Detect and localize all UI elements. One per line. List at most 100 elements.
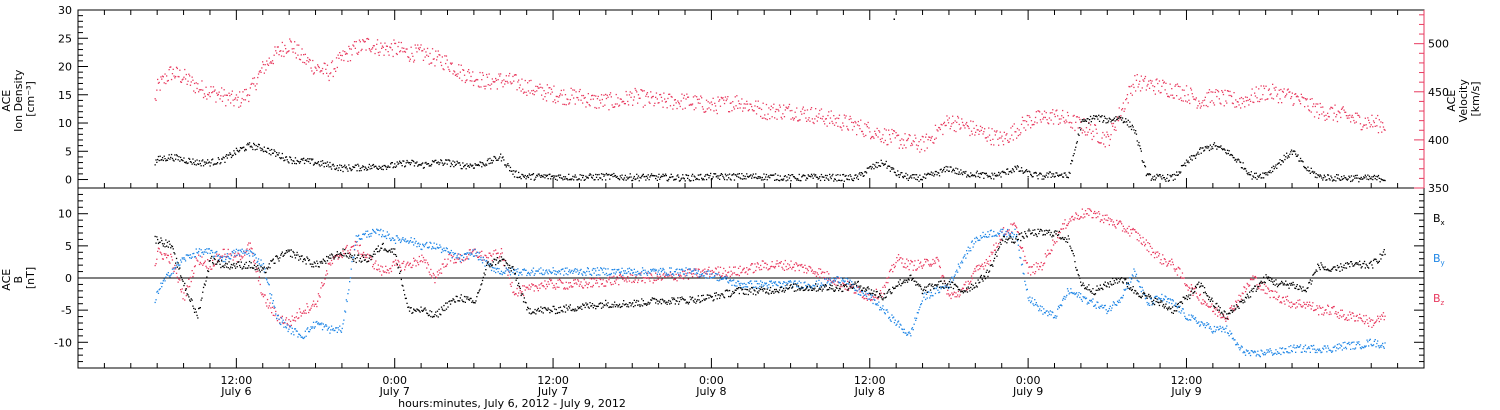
bz-point [901, 262, 903, 264]
density-point [408, 162, 411, 164]
by-point [223, 255, 225, 258]
density-point [1027, 176, 1029, 178]
bz-point [296, 312, 298, 314]
velocity-point [1243, 100, 1245, 103]
velocity-point [493, 81, 495, 83]
velocity-point [935, 137, 937, 139]
velocity-point [216, 94, 219, 96]
density-point [838, 179, 840, 181]
density-point [443, 163, 445, 165]
velocity-point [389, 46, 391, 48]
velocity-point [175, 75, 177, 78]
velocity-point [1239, 97, 1241, 100]
bz-point [1260, 289, 1262, 291]
density-point [596, 174, 599, 176]
bz-point [720, 275, 722, 277]
velocity-point [1322, 111, 1325, 113]
velocity-point [737, 100, 740, 102]
velocity-point [1066, 111, 1069, 114]
density-point [172, 159, 174, 161]
velocity-point [545, 100, 548, 102]
bz-point [957, 290, 960, 293]
bz-point [563, 288, 565, 290]
density-point [1363, 176, 1365, 178]
bz-point [211, 268, 213, 270]
bz-point [1242, 292, 1244, 295]
velocity-point [265, 69, 267, 71]
density-point [539, 175, 541, 177]
bz-point [1107, 219, 1109, 222]
velocity-point [566, 98, 568, 100]
by-point [293, 334, 295, 336]
bz-point [1019, 245, 1021, 248]
by-point [292, 331, 294, 333]
by-point [283, 326, 285, 328]
velocity-point [1247, 99, 1249, 101]
velocity-point [550, 93, 552, 95]
bz-point [1132, 227, 1134, 230]
density-point [848, 179, 850, 181]
velocity-point [655, 92, 658, 94]
velocity-point [1283, 88, 1285, 90]
bz-point [1277, 296, 1280, 298]
density-point [842, 173, 845, 176]
velocity-point [391, 49, 393, 51]
velocity-point [1048, 117, 1051, 119]
bz-point [1339, 314, 1341, 317]
density-point [937, 171, 939, 174]
bz-point [446, 263, 448, 265]
velocity-point [451, 62, 453, 64]
bz-point [1171, 258, 1173, 260]
density-point [1244, 167, 1246, 170]
density-point [317, 162, 319, 164]
density-point [394, 166, 397, 168]
density-point [925, 174, 928, 176]
bz-point [316, 305, 318, 308]
velocity-point [1352, 116, 1354, 119]
density-point [551, 175, 553, 177]
bz-point [159, 251, 161, 253]
velocity-point [486, 73, 488, 76]
velocity-point [864, 123, 866, 125]
density-point [779, 175, 781, 177]
density-point [740, 178, 742, 180]
by-point [308, 331, 311, 333]
velocity-point [1114, 126, 1116, 128]
velocity-point [1252, 101, 1254, 103]
density-point [324, 162, 326, 164]
density-point [1372, 178, 1374, 181]
bz-point [279, 322, 281, 324]
bz-point [1051, 249, 1053, 252]
bz-point [1282, 296, 1284, 298]
bz-point [936, 256, 938, 259]
velocity-point [165, 82, 167, 85]
density-point [458, 162, 460, 164]
density-point [758, 177, 760, 179]
density-point [664, 175, 666, 177]
velocity-point [1052, 123, 1055, 125]
density-point [412, 160, 414, 162]
velocity-point [469, 80, 471, 82]
density-point [838, 179, 841, 181]
velocity-point [345, 52, 347, 54]
velocity-point [1362, 126, 1364, 128]
velocity-point [1049, 112, 1051, 114]
bz-point [160, 252, 162, 254]
by-point [201, 252, 203, 254]
velocity-point [1110, 134, 1112, 136]
density-point [307, 158, 309, 160]
density-point [390, 162, 393, 164]
velocity-point [617, 97, 619, 99]
bz-point [881, 296, 883, 298]
density-point [897, 174, 900, 176]
velocity-point [1246, 96, 1248, 99]
velocity-point [756, 106, 759, 108]
bz-point [798, 269, 800, 272]
density-point [410, 162, 412, 164]
density-point [1194, 157, 1197, 159]
velocity-point [748, 109, 750, 111]
density-point [882, 163, 884, 165]
velocity-point [724, 96, 727, 98]
velocity-point [847, 129, 850, 131]
bz-point [480, 255, 482, 257]
